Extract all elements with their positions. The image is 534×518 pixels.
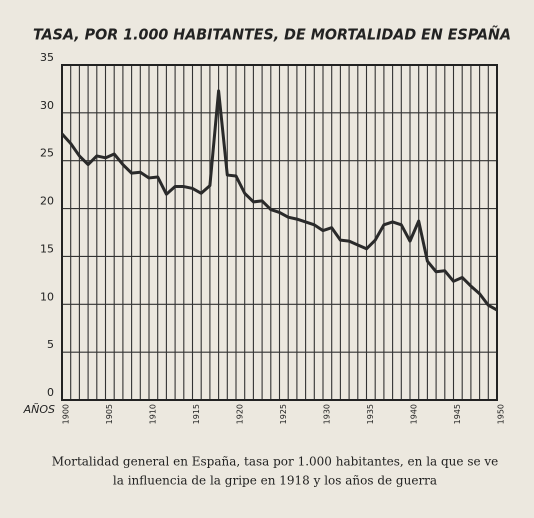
y-tick-label: 35 [40, 51, 54, 64]
y-tick-label: 5 [47, 338, 54, 351]
x-tick-label: 1905 [105, 404, 114, 424]
line [60, 89, 498, 312]
y-tick-label: 20 [40, 195, 54, 208]
x-axis-label: AÑOS [23, 403, 55, 416]
x-tick-label: 1950 [497, 404, 506, 424]
x-tick-label: 1915 [192, 404, 201, 424]
y-tick-label: 30 [40, 99, 54, 112]
plot-frame [61, 64, 498, 401]
y-tick-label: 15 [40, 242, 54, 255]
caption: Mortalidad general en España, tasa por 1… [52, 455, 499, 469]
x-tick-label: 1945 [453, 404, 462, 424]
chart-title: TASA, POR 1.000 HABITANTES, DE MORTALIDA… [33, 25, 511, 44]
y-tick-label: 25 [40, 147, 54, 160]
x-tick-label: 1910 [149, 404, 158, 424]
x-tick-label: 1935 [366, 404, 375, 424]
x-tick-label: 1900 [62, 404, 71, 424]
x-tick-label: 1920 [236, 404, 245, 424]
x-tick-label: 1925 [279, 404, 288, 424]
y-tick-label: 0 [47, 386, 54, 399]
y-tick-label: 10 [40, 290, 54, 303]
x-tick-label: 1930 [323, 404, 332, 424]
x-tick-label: 1940 [410, 404, 419, 424]
caption: la influencia de la gripe en 1918 y los … [113, 474, 437, 488]
